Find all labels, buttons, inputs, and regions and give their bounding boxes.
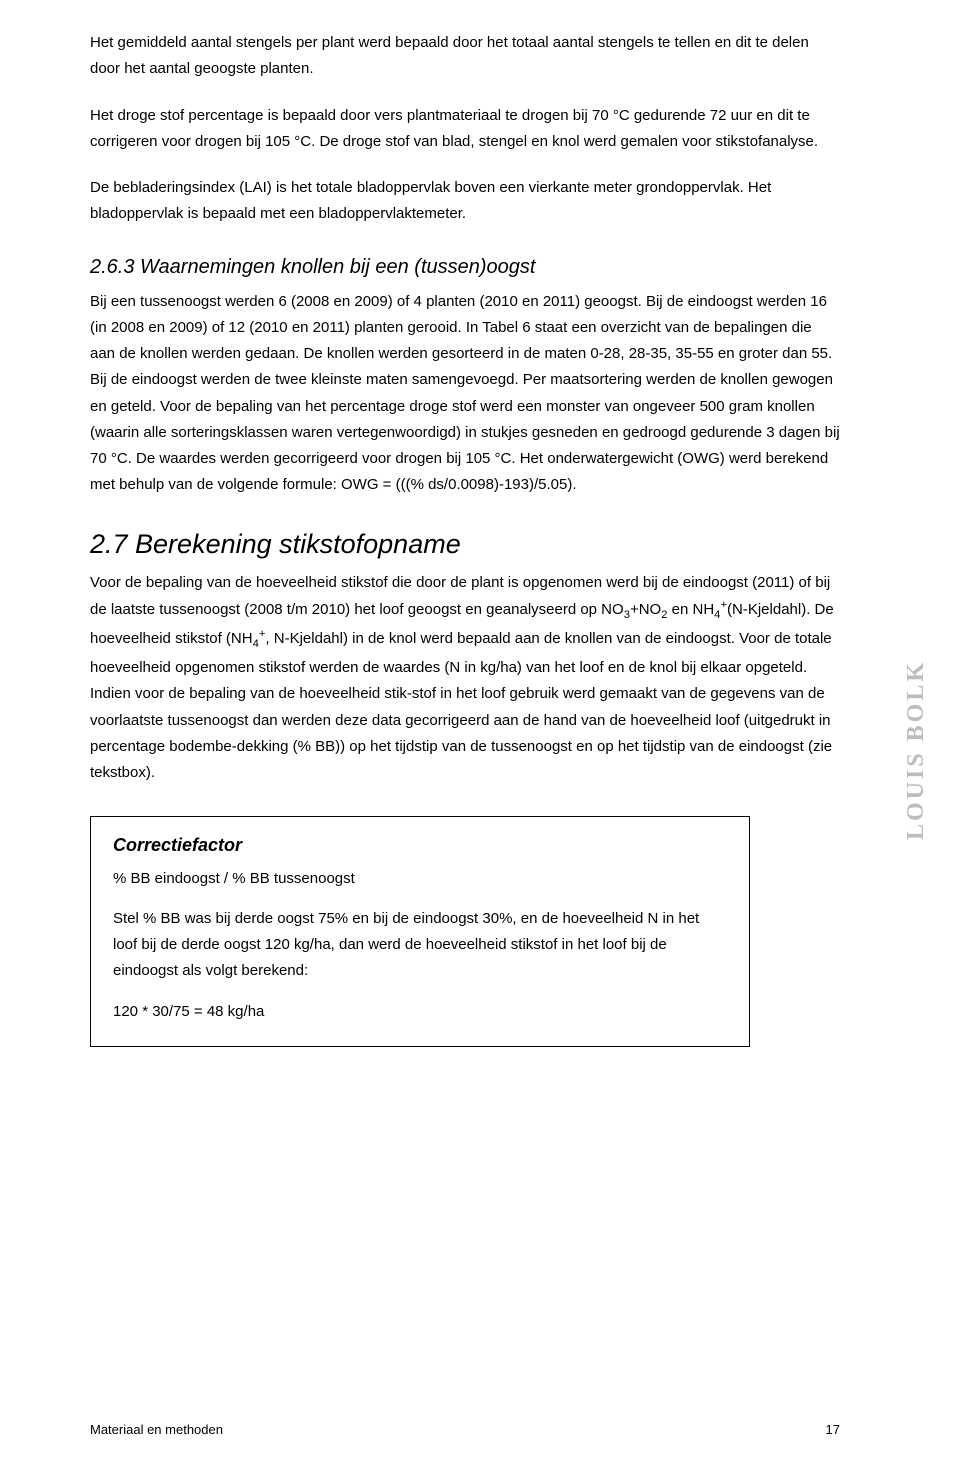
text-run: +NO [630,601,661,618]
text-run: , N-Kjeldahl) in de knol werd bepaald aa… [90,630,832,781]
side-logo: LOUIS BOLK [903,660,930,840]
box-example-text: Stel % BB was bij derde oogst 75% en bij… [113,906,727,985]
page-footer: Materiaal en methoden 17 [90,1422,840,1437]
paragraph-nitrogen: Voor de bepaling van de hoeveelheid stik… [90,570,840,787]
box-title: Correctiefactor [113,835,727,856]
footer-page-number: 17 [826,1422,840,1437]
box-equation: 120 * 30/75 = 48 kg/ha [113,999,727,1025]
paragraph-stems: Het gemiddeld aantal stengels per plant … [90,30,840,83]
paragraph-lai: De bebladeringsindex (LAI) is het totale… [90,175,840,228]
heading-2-6-3: 2.6.3 Waarnemingen knollen bij een (tuss… [90,256,840,279]
correction-box: Correctiefactor % BB eindoogst / % BB tu… [90,816,750,1047]
text-run: en NH [667,601,714,618]
page-container: Het gemiddeld aantal stengels per plant … [0,0,960,1459]
paragraph-tubers: Bij een tussenoogst werden 6 (2008 en 20… [90,289,840,499]
box-formula-label: % BB eindoogst / % BB tussenoogst [113,866,727,892]
heading-2-7: 2.7 Berekening stikstofopname [90,529,840,560]
footer-section-title: Materiaal en methoden [90,1422,223,1437]
paragraph-drymatter: Het droge stof percentage is bepaald doo… [90,103,840,156]
